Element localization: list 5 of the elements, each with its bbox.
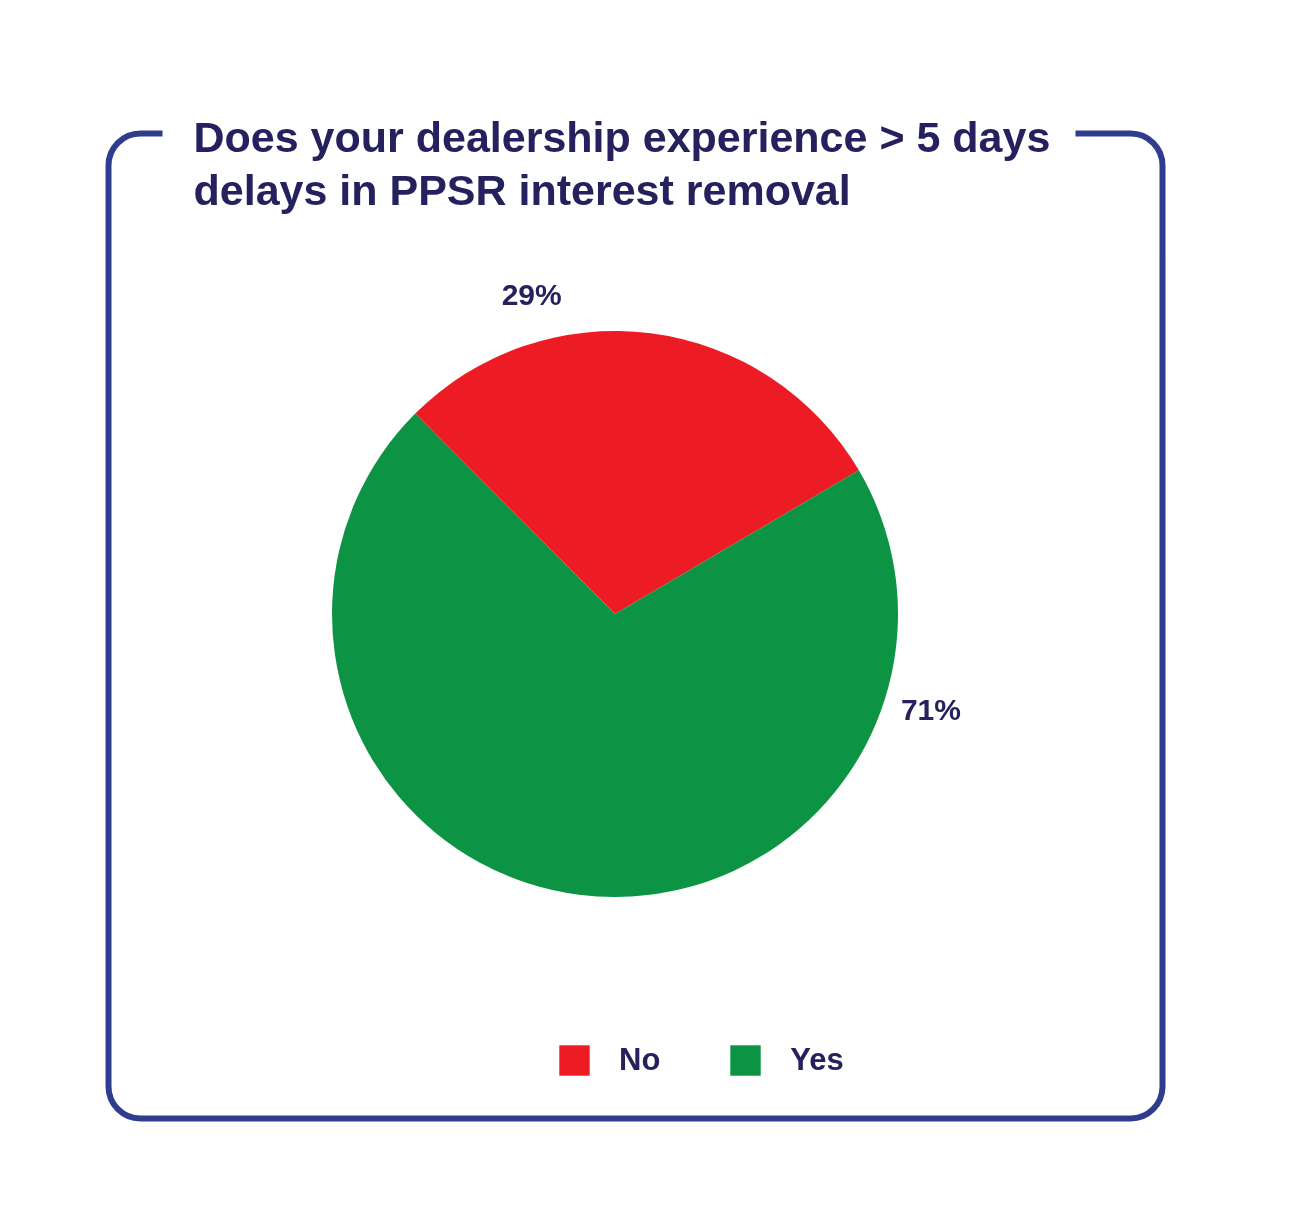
data-label: 71% <box>900 692 961 726</box>
data-label: 29% <box>501 278 562 312</box>
chart-title: Does your dealership experience > 5 days delays in PPSR interest removal <box>193 112 1051 214</box>
legend-label: Yes <box>790 1041 844 1079</box>
legend-label: No <box>619 1041 661 1079</box>
